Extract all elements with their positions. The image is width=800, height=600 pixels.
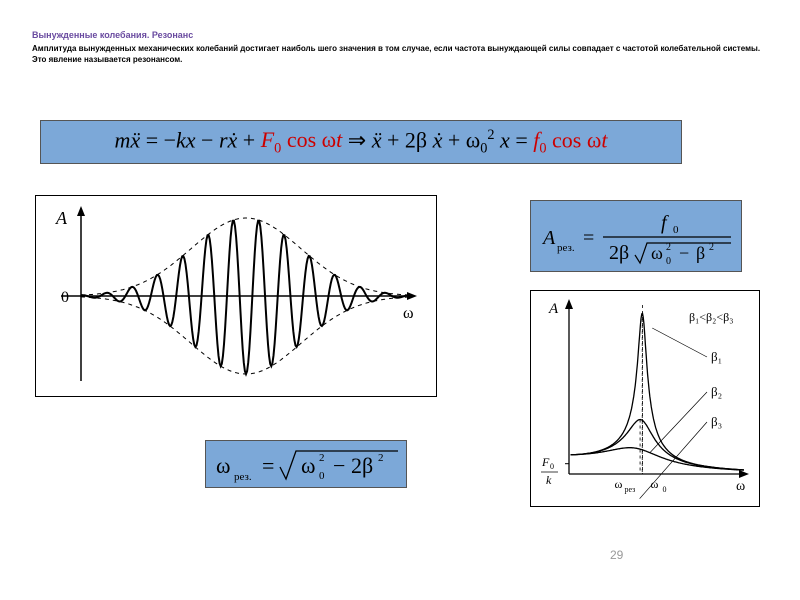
svg-text:0: 0: [61, 289, 69, 306]
svg-text:=: =: [262, 453, 274, 478]
svg-text:2: 2: [319, 452, 325, 464]
svg-text:ω: ω: [651, 477, 659, 491]
equation-amplitude-svg: Aрез.=f02βω02−β2: [531, 201, 741, 271]
chart-resonance: AF0kωωрезω0β₁<β₂<β₃β₁β₂β₃: [530, 290, 760, 507]
svg-text:−: −: [679, 243, 689, 263]
svg-text:2β: 2β: [351, 453, 373, 478]
svg-text:−: −: [333, 453, 345, 478]
svg-text:0: 0: [673, 224, 679, 236]
svg-text:0: 0: [550, 462, 554, 471]
svg-text:β₂: β₂: [711, 384, 722, 399]
svg-text:F: F: [541, 455, 550, 469]
svg-text:рез.: рез.: [557, 242, 575, 254]
svg-text:ω: ω: [216, 453, 230, 478]
slide-subtitle: Амплитуда вынужденных механических колеб…: [32, 44, 772, 66]
svg-text:β₃: β₃: [711, 414, 722, 429]
svg-text:рез.: рез.: [234, 471, 252, 483]
svg-text:ω: ω: [403, 305, 414, 322]
svg-text:2: 2: [709, 242, 714, 253]
svg-text:f: f: [661, 212, 669, 234]
svg-text:рез: рез: [625, 485, 636, 494]
svg-text:A: A: [548, 301, 559, 317]
svg-text:0: 0: [663, 485, 667, 494]
chart-resonance-svg: AF0kωωрезω0β₁<β₂<β₃β₁β₂β₃: [531, 291, 759, 506]
svg-text:A: A: [541, 227, 556, 249]
svg-text:β₁<β₂<β₃: β₁<β₂<β₃: [689, 310, 733, 324]
equation-omega-svg: ωрез.=ω02−2β2: [206, 441, 406, 487]
equation-amplitude: Aрез.=f02βω02−β2: [530, 200, 742, 272]
svg-text:β: β: [696, 243, 705, 263]
svg-text:2: 2: [666, 242, 671, 253]
chart-envelope-svg: A 0 ω: [36, 196, 436, 396]
svg-text:=: =: [583, 227, 594, 249]
subtitle-line1: Амплитуда вынужденных механических колеб…: [32, 44, 760, 53]
equation-omega-res: ωрез.=ω02−2β2: [205, 440, 407, 488]
equation-main-content: mẍ = −kx − rẋ + F0 cos ωt ⇒ ẍ + 2β ẋ + ω…: [115, 127, 608, 158]
svg-text:0: 0: [666, 256, 671, 267]
svg-text:β₁: β₁: [711, 349, 722, 364]
svg-text:ω: ω: [736, 479, 745, 494]
svg-text:k: k: [546, 473, 552, 487]
svg-text:A: A: [55, 208, 68, 228]
svg-text:ω: ω: [651, 243, 663, 263]
page-number: 29: [610, 548, 623, 562]
svg-text:ω: ω: [301, 453, 315, 478]
svg-text:0: 0: [319, 470, 325, 482]
svg-text:2: 2: [378, 452, 384, 464]
chart-envelope: A 0 ω: [35, 195, 437, 397]
slide-title: Вынужденные колебания. Резонанс: [32, 30, 193, 40]
subtitle-line2: Это явление называется резонансом.: [32, 55, 182, 64]
svg-text:2β: 2β: [609, 242, 629, 264]
svg-text:ω: ω: [615, 477, 623, 491]
equation-main: mẍ = −kx − rẋ + F0 cos ωt ⇒ ẍ + 2β ẋ + ω…: [40, 120, 682, 164]
